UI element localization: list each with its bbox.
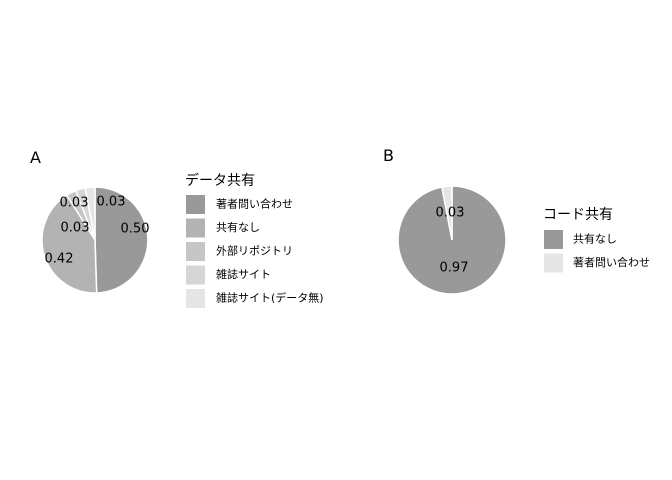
- slice-value-label: 0.42: [45, 252, 74, 267]
- pie-slice: [94, 186, 149, 294]
- slice-value-label: 0.97: [440, 261, 469, 276]
- slice-value-label: 0.03: [97, 195, 126, 210]
- legend-key: [186, 195, 205, 214]
- legend-label: 共有なし: [216, 220, 260, 234]
- legend-label: 雑誌サイト: [216, 267, 271, 281]
- legend-label: 著者問い合わせ: [216, 197, 293, 211]
- legend-title-code-sharing: コード共有: [543, 207, 613, 223]
- slice-value-label: 0.03: [61, 221, 90, 236]
- pie-slice: [441, 185, 453, 241]
- legend-title-data-sharing: データ共有: [185, 172, 255, 189]
- pie-chart-data-sharing: [41, 186, 149, 294]
- pie-slice: [84, 186, 96, 241]
- panel-a: A 0.50 0.42 0.03 0.03 0.03 データ共有 著者問い合わせ共有なし…: [30, 148, 324, 308]
- slice-labels-data-sharing: 0.50 0.42 0.03 0.03 0.03: [45, 195, 150, 267]
- slice-labels-code-sharing: 0.97 0.03: [436, 206, 469, 276]
- legend-key: [186, 242, 205, 261]
- pie-slice: [41, 194, 98, 294]
- slice-value-label: 0.50: [121, 222, 150, 237]
- legend-key: [186, 289, 205, 308]
- panel-label-a: A: [30, 148, 41, 167]
- pie-chart-code-sharing: [397, 185, 507, 295]
- panel-label-b: B: [383, 146, 394, 165]
- legend-label: 外部リポジトリ: [216, 244, 293, 258]
- slice-value-label: 0.03: [60, 196, 89, 211]
- slice-value-label: 0.03: [436, 206, 465, 221]
- legend-label: 著者問い合わせ: [573, 255, 650, 269]
- legend-label: 共有なし: [573, 232, 617, 246]
- legend-key: [186, 265, 205, 285]
- legend-key: [544, 230, 563, 249]
- legend-label: 雑誌サイト(データ無): [216, 291, 324, 305]
- legend-key: [544, 253, 563, 273]
- legend-key: [186, 218, 205, 238]
